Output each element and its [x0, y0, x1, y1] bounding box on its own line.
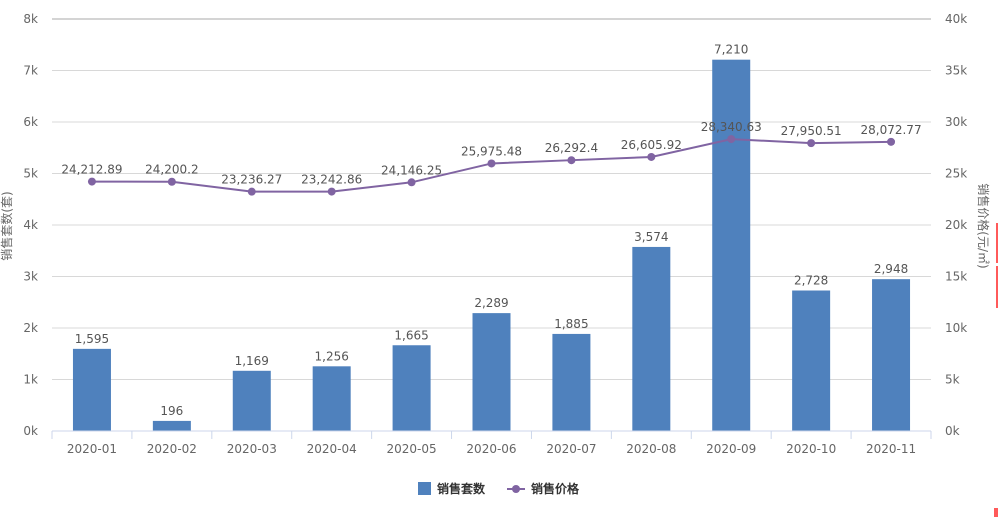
y2-tick-label: 35k: [945, 64, 967, 78]
x-tick-label: 2020-05: [387, 442, 437, 456]
x-tick-label: 2020-10: [786, 442, 836, 456]
y-tick-label: 1k: [23, 373, 38, 387]
line-point[interactable]: [647, 152, 656, 161]
legend-line-label: 销售价格: [531, 481, 580, 496]
y2-tick-label: 25k: [945, 167, 967, 181]
y2-tick-label: 0k: [945, 424, 960, 438]
legend[interactable]: 销售套数 销售价格: [418, 481, 580, 496]
bar-data-labels: 1,595 196 1,169 1,256 1,665 2,289 1,885 3,574 7,…: [75, 43, 908, 418]
y2-tick-label: 30k: [945, 115, 967, 129]
y-tick-label: 3k: [23, 270, 38, 284]
bar-series: [72, 59, 911, 432]
bar[interactable]: [632, 246, 671, 431]
y2-tick-label: 40k: [945, 12, 967, 26]
x-tick-label: 2020-03: [227, 442, 277, 456]
x-tick-label: 2020-06: [466, 442, 516, 456]
line-data-label: 24,212.89: [61, 163, 122, 177]
x-tick-label: 2020-09: [706, 442, 756, 456]
y2-tick-label: 5k: [945, 373, 960, 387]
y2-tick-label: 10k: [945, 321, 967, 335]
bar[interactable]: [152, 420, 191, 431]
line-point[interactable]: [727, 135, 736, 144]
x-tick-label: 2020-07: [546, 442, 596, 456]
line-series: [87, 135, 896, 196]
bar[interactable]: [872, 279, 911, 431]
bar-data-label: 1,169: [235, 354, 269, 368]
y2-tick-label: 15k: [945, 270, 967, 284]
line-point[interactable]: [407, 178, 416, 187]
bar[interactable]: [392, 345, 431, 431]
bar-data-label: 196: [160, 404, 183, 418]
y2-tick-label: 20k: [945, 218, 967, 232]
line-data-label: 28,072.77: [861, 123, 922, 137]
bar-data-label: 2,728: [794, 274, 828, 288]
line-data-label: 24,146.25: [381, 163, 442, 177]
legend-bar-swatch: [418, 482, 431, 495]
legend-line-marker: [512, 485, 520, 493]
line-data-label: 24,200.2: [145, 163, 198, 177]
bar[interactable]: [712, 59, 751, 432]
line-data-label: 23,236.27: [221, 173, 282, 187]
scroll-indicator-corner: [994, 508, 998, 517]
bar[interactable]: [792, 290, 831, 431]
line-data-label: 25,975.48: [461, 144, 522, 158]
x-tick-label: 2020-02: [147, 442, 197, 456]
line-point[interactable]: [167, 177, 176, 186]
y-axis-title: 销售套数(套): [0, 191, 14, 260]
bar[interactable]: [552, 333, 591, 431]
bar-data-label: 7,210: [714, 43, 748, 57]
x-tick-label: 2020-04: [307, 442, 357, 456]
line-point[interactable]: [567, 156, 576, 165]
line-point[interactable]: [807, 139, 816, 148]
bar[interactable]: [72, 348, 111, 431]
line-data-label: 26,292.4: [545, 141, 598, 155]
bar-data-label: 2,948: [874, 262, 908, 276]
line-point[interactable]: [487, 159, 496, 168]
scroll-indicator-top: [996, 223, 998, 263]
y-tick-label: 4k: [23, 218, 38, 232]
bar[interactable]: [312, 366, 351, 431]
gridlines: [52, 18, 931, 432]
legend-bar-label: 销售套数: [437, 481, 486, 496]
line-point[interactable]: [87, 177, 96, 186]
bar[interactable]: [232, 370, 271, 431]
x-tick-label: 2020-01: [67, 442, 117, 456]
line-point[interactable]: [247, 187, 256, 196]
y2-axis-title: 销售价格(元/㎡): [976, 183, 991, 268]
bar-data-label: 3,574: [634, 230, 668, 244]
line-data-label: 23,242.86: [301, 173, 362, 187]
bar-data-label: 1,665: [394, 328, 428, 342]
bar-data-label: 1,595: [75, 332, 109, 346]
line-data-label: 26,605.92: [621, 138, 682, 152]
y-tick-label: 2k: [23, 321, 38, 335]
axes: 0k 1k 2k 3k 4k 5k 6k 7k 8k 0k 5k 10k 15k 20k 25k 30k 35k…: [23, 12, 967, 456]
y-tick-label: 7k: [23, 64, 38, 78]
x-tick-label: 2020-11: [866, 442, 916, 456]
y-tick-label: 6k: [23, 115, 38, 129]
line-point[interactable]: [327, 187, 336, 196]
y-tick-label: 5k: [23, 167, 38, 181]
line-data-labels: 24,212.89 24,200.2 23,236.27 23,242.86 24,14…: [61, 120, 921, 187]
bar[interactable]: [472, 313, 511, 431]
bar-data-label: 1,885: [554, 317, 588, 331]
y-tick-label: 8k: [23, 12, 38, 26]
x-tick-label: 2020-08: [626, 442, 676, 456]
bar-data-label: 2,289: [474, 296, 508, 310]
bar-data-label: 1,256: [315, 349, 349, 363]
line-point[interactable]: [887, 137, 896, 146]
line-data-label: 27,950.51: [781, 124, 842, 138]
line-data-label: 28,340.63: [701, 120, 762, 134]
y-tick-label: 0k: [23, 424, 38, 438]
scroll-indicator-bottom: [996, 266, 998, 308]
